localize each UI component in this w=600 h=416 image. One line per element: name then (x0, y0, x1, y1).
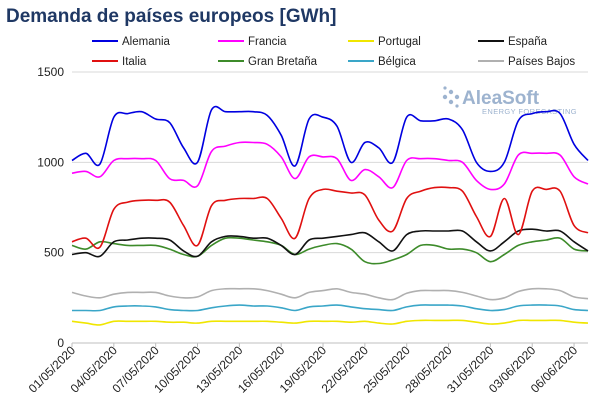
legend-label: Francia (248, 36, 287, 48)
chart-title: Demanda de países europeos [GWh] (6, 6, 337, 27)
series-line-gran-bretaña (71, 236, 589, 265)
legend-label: Gran Bretaña (248, 56, 318, 68)
series-line-portugal (71, 319, 589, 326)
legend-label: Portugal (378, 36, 421, 48)
y-tick-label: 1500 (37, 65, 64, 79)
logo-icon (442, 86, 460, 108)
legend: Alemania Francia Portugal España Italia Gran … (92, 36, 575, 68)
legend-label: Bélgica (378, 56, 416, 68)
legend-label: Italia (122, 56, 147, 68)
series-line-italia (71, 186, 589, 250)
logo-sub-text: ENERGY FORECASTING (482, 107, 577, 116)
series-line-francia (71, 141, 589, 191)
series-line-bélgica (72, 304, 589, 312)
legend-label: España (508, 36, 548, 48)
series-line-países-bajos (71, 287, 589, 301)
logo-main-text: AleaSoft (462, 88, 540, 109)
y-tick-label: 500 (44, 246, 64, 260)
series-line-alemania (71, 105, 589, 173)
legend-label: Alemania (122, 36, 171, 48)
series-line-españa (71, 228, 589, 258)
logo: AleaSoft ENERGY FORECASTING (442, 86, 577, 116)
series-lines (71, 105, 589, 326)
y-tick-label: 0 (57, 336, 64, 350)
y-tick-label: 1000 (37, 155, 64, 169)
legend-label: Países Bajos (508, 56, 575, 68)
